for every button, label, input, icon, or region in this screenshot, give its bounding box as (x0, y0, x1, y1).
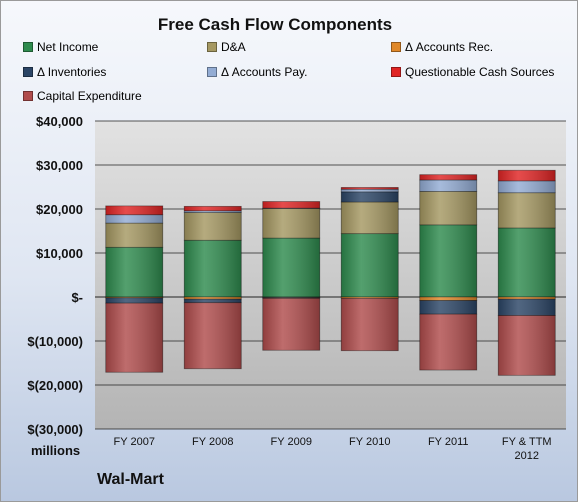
bar-highlight (184, 302, 242, 369)
bar-highlight (262, 238, 320, 297)
bar-highlight (419, 191, 477, 225)
bar-highlight (341, 189, 399, 192)
y-tick-label: $30,000 (36, 158, 83, 173)
y-tick-label: $20,000 (36, 202, 83, 217)
x-tick-label: FY 2008 (192, 436, 233, 448)
x-tick-label: FY 2011 (428, 436, 469, 448)
bar-highlight (262, 201, 320, 209)
bar-highlight (341, 201, 399, 234)
legend-swatch (391, 41, 401, 52)
legend-swatch (207, 66, 217, 77)
y-tick-label: $40,000 (36, 114, 83, 129)
y-tick-label: $(20,000) (27, 378, 83, 393)
bar-highlight (105, 303, 163, 373)
bar-highlight (341, 233, 399, 297)
bar-highlight (341, 297, 399, 299)
bar-highlight (498, 297, 556, 300)
bar-highlight (105, 297, 163, 298)
bar-highlight (184, 212, 242, 241)
legend-label: Δ Inventories (37, 64, 107, 79)
bar-highlight (419, 297, 477, 301)
legend-item: Net Income (23, 39, 98, 55)
y-tick-label: $10,000 (36, 246, 83, 261)
bar-highlight (105, 297, 163, 304)
bar-highlight (498, 315, 556, 376)
bar-highlight (498, 180, 556, 193)
legend-item: Δ Inventories (23, 64, 106, 80)
y-tick-label: $(10,000) (27, 334, 83, 349)
bar-highlight (105, 247, 163, 297)
company-name: Wal-Mart (97, 471, 164, 488)
legend-swatch (391, 66, 401, 77)
bar-highlight (419, 224, 477, 297)
bar-highlight (184, 299, 242, 303)
x-tick-label: FY 2010 (349, 436, 390, 448)
units-label: millions (31, 443, 81, 458)
legend-label: D&A (221, 39, 246, 54)
bar-highlight (262, 208, 320, 209)
bar-highlight (419, 314, 477, 371)
legend-item: Δ Accounts Rec. (391, 39, 493, 55)
legend-item: Capital Expenditure (23, 88, 142, 104)
x-tick-label: FY 2009 (271, 436, 312, 448)
chart-title: Free Cash Flow Components (157, 15, 393, 34)
legend-item: Δ Accounts Pay. (207, 64, 308, 80)
bar-highlight (262, 297, 320, 299)
bar-highlight (498, 192, 556, 228)
legend-label: Questionable Cash Sources (405, 64, 555, 79)
bar-highlight (184, 210, 242, 213)
bar-highlight (419, 174, 477, 180)
y-tick-label: $(30,000) (27, 422, 83, 437)
bar-highlight (262, 208, 320, 239)
legend-item: D&A (207, 39, 246, 55)
legend-swatch (23, 41, 33, 52)
bar-highlight (498, 227, 556, 297)
bar-highlight (184, 297, 242, 300)
legend-label: Δ Accounts Rec. (405, 39, 494, 54)
bar-highlight (341, 298, 399, 351)
legend-label: Δ Accounts Pay. (221, 64, 308, 79)
bar-highlight (184, 206, 242, 211)
bar-highlight (262, 298, 320, 351)
bar-highlight (184, 240, 242, 297)
legend-swatch (23, 66, 33, 77)
bar-highlight (419, 300, 477, 315)
bar-highlight (105, 205, 163, 215)
legend-swatch (207, 41, 217, 52)
y-tick-label: $- (71, 290, 83, 305)
legend-label: Capital Expenditure (37, 88, 142, 103)
x-tick-label: FY & TTM 2012 (502, 436, 552, 462)
bar-highlight (498, 299, 556, 316)
bar-highlight (262, 297, 320, 298)
bar-highlight (419, 179, 477, 192)
legend-item: Questionable Cash Sources (391, 64, 554, 80)
bar-highlight (105, 214, 163, 224)
bar-highlight (105, 223, 163, 248)
bar-highlight (341, 187, 399, 190)
bar-highlight (498, 170, 556, 181)
bar-highlight (341, 191, 399, 202)
legend-label: Net Income (37, 39, 99, 54)
legend-swatch (23, 90, 33, 101)
plot-background (95, 121, 566, 429)
x-tick-label: FY 2007 (114, 436, 155, 448)
